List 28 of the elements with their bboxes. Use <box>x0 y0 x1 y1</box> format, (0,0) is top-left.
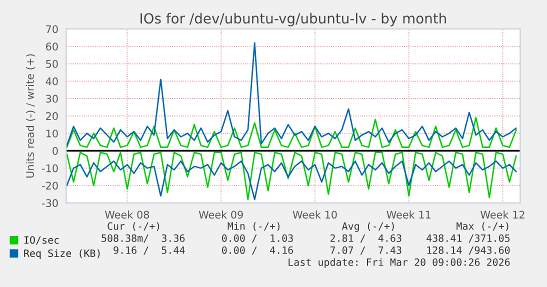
y-tick-label: -20 <box>42 182 58 190</box>
y-tick-label: 70 <box>46 25 58 34</box>
line-series <box>66 116 517 148</box>
line-series <box>66 42 517 146</box>
text: 9.16 / 5.44 0.00 / 4.16 7.07 / 7.43 128.14 /943.60 <box>114 246 510 255</box>
y-tick-label: -10 <box>42 164 58 172</box>
x-tick-label: Week 12 <box>480 210 524 219</box>
x-tick-label: Week 08 <box>105 210 150 219</box>
legend-label: Req Size (KB) <box>24 249 100 259</box>
legend-label: IO/sec <box>24 236 59 245</box>
text: Cur (-/+) Min (-/+) Avg (-/+) Max (-/+) <box>108 222 508 232</box>
x-tick-label: Week 09 <box>198 210 243 219</box>
text: Last update: Fri Mar 20 09:00:26 2026 <box>288 258 510 268</box>
y-tick-label: 40 <box>46 77 58 86</box>
line-series <box>66 152 517 200</box>
text: 508.38m/ 3.36 0.00 / 1.03 2.81 / 4.63 438.41 /371.05 <box>102 234 510 243</box>
x-tick-label: Week 11 <box>386 210 430 219</box>
y-tick-label: -30 <box>42 199 58 208</box>
chart-title: IOs for /dev/ubuntu-vg/ubuntu-lv - by month <box>140 12 446 26</box>
y-axis-title: Units read (-) / write (+) <box>26 54 36 178</box>
x-tick-label: Week 10 <box>292 210 337 219</box>
y-tick-label: 30 <box>46 94 58 103</box>
y-tick-label: 50 <box>46 60 58 68</box>
y-tick-label: 0 <box>52 146 58 155</box>
y-tick-label: 20 <box>46 112 58 120</box>
line-series <box>66 160 517 200</box>
y-tick-label: 10 <box>46 130 58 138</box>
y-tick-label: 60 <box>46 42 58 50</box>
